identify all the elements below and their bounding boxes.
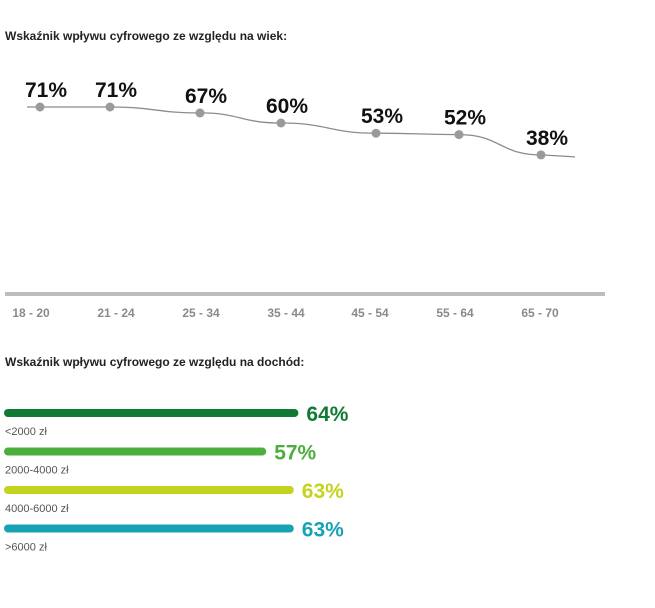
age-point-5 (371, 128, 381, 138)
income-bar-4 (4, 524, 294, 533)
income-bar-2 (4, 447, 267, 456)
age-value-label-2: 71% (95, 79, 137, 102)
income-category-label-4: >6000 zł (5, 542, 47, 554)
age-value-label-6: 52% (444, 107, 486, 130)
age-value-label-5: 53% (361, 105, 403, 128)
age-category-label-3: 25 - 34 (182, 306, 220, 320)
age-value-label-3: 67% (185, 85, 227, 108)
age-chart-title: Wskaźnik wpływu cyfrowego ze względu na … (5, 29, 288, 43)
age-point-2 (105, 102, 115, 112)
age-category-label-2: 21 - 24 (97, 306, 135, 320)
income-value-label-2: 57% (274, 442, 316, 465)
age-category-label-5: 45 - 54 (351, 306, 389, 320)
income-category-label-2: 2000-4000 zł (5, 465, 69, 477)
income-category-label-3: 4000-6000 zł (5, 503, 69, 515)
income-bar-3 (4, 486, 294, 494)
age-point-3 (195, 108, 205, 118)
age-value-label-7: 38% (526, 127, 568, 150)
age-category-label-7: 65 - 70 (521, 306, 559, 320)
income-value-label-4: 63% (302, 519, 344, 542)
age-category-label-1: 18 - 20 (12, 306, 50, 320)
age-line-chart: 71% 71% 67% 60% 53% 52% 38% 18 - 20 21 - 24 25 -… (5, 79, 605, 320)
age-point-7 (536, 150, 546, 160)
age-category-label-4: 35 - 44 (267, 306, 305, 320)
age-point-1 (35, 102, 45, 112)
age-point-4 (276, 118, 286, 128)
age-point-6 (454, 130, 464, 140)
income-value-label-3: 63% (302, 480, 344, 503)
income-category-label-1: <2000 zł (5, 426, 47, 438)
age-value-label-4: 60% (266, 95, 308, 118)
x-axis (5, 292, 605, 296)
income-chart-title: Wskaźnik wpływu cyfrowego ze względu na … (5, 355, 305, 369)
income-value-label-1: 64% (306, 403, 348, 426)
income-bar-chart: 64% <2000 zł 57% 2000-4000 zł 63% 4000-6000 z… (4, 403, 349, 554)
age-category-label-6: 55 - 64 (436, 306, 474, 320)
income-bar-1 (4, 409, 299, 417)
age-value-label-1: 71% (25, 79, 67, 102)
